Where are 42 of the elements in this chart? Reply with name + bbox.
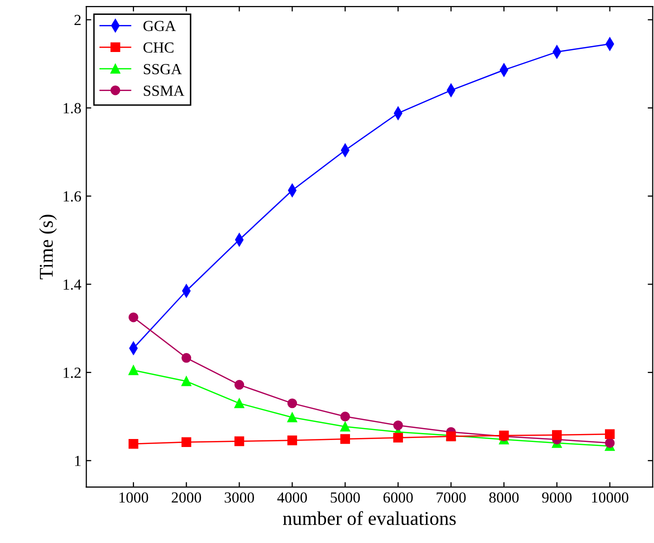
point (393, 420, 403, 430)
point (182, 437, 192, 447)
point (393, 432, 403, 443)
point (604, 429, 615, 440)
legend-label: SSGA (144, 64, 182, 74)
point (128, 439, 138, 449)
point (287, 412, 298, 422)
point (287, 398, 298, 408)
point (128, 365, 138, 376)
y-tick-label: 1 (75, 456, 81, 466)
x-axis-title: number of evaluations (283, 511, 456, 526)
x-tick-label: 4000 (277, 492, 307, 503)
x-tick-label: 9000 (542, 492, 572, 503)
point (234, 436, 244, 446)
x-tick-label: 2000 (172, 492, 202, 503)
x-tick-label: 7000 (436, 492, 466, 503)
x-tick-label: 8000 (489, 492, 519, 503)
legend-label: CHC (143, 42, 174, 53)
y-tick-label: 1.2 (64, 368, 81, 378)
x-tick-label: 5000 (330, 492, 360, 503)
point (234, 398, 244, 408)
x-tick-label: 6000 (383, 492, 413, 503)
y-tick-label: 2 (74, 14, 81, 26)
point (552, 430, 562, 440)
point (604, 438, 615, 448)
x-tick-label: 10000 (592, 492, 628, 503)
point (182, 353, 192, 363)
x-tick-label: 1000 (120, 492, 148, 503)
point (287, 435, 298, 446)
y-tick-label: 1.6 (64, 191, 82, 202)
point (128, 312, 138, 322)
point (340, 434, 350, 444)
y-axis-title: Time (s) (39, 214, 57, 280)
y-tick-label: 1.8 (64, 103, 81, 114)
y-tick-label: 1.4 (64, 279, 82, 290)
point (340, 422, 350, 432)
legend-label: SSMA (144, 86, 184, 96)
point (340, 412, 350, 422)
legend-label: GGA (143, 20, 176, 32)
point (182, 376, 192, 386)
x-tick-label: 3000 (224, 492, 254, 503)
point (234, 380, 244, 390)
